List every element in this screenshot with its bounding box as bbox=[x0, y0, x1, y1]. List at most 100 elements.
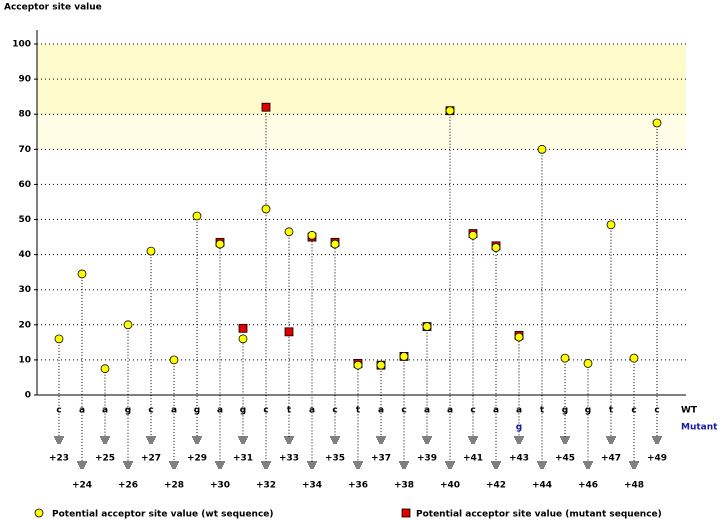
position-label: +24 bbox=[72, 481, 92, 491]
mutant-marker bbox=[238, 323, 248, 333]
wt-marker bbox=[652, 118, 662, 128]
wt-marker bbox=[192, 211, 202, 221]
wt-marker bbox=[583, 359, 593, 368]
wt-base: c bbox=[332, 406, 337, 416]
wt-marker bbox=[77, 269, 87, 279]
wt-marker bbox=[353, 360, 363, 370]
wt-marker bbox=[146, 246, 156, 256]
wt-base: g bbox=[125, 406, 131, 416]
position-label: +34 bbox=[302, 481, 322, 491]
ground-symbol bbox=[399, 461, 409, 469]
y-tick-label: 60 bbox=[18, 180, 31, 190]
ground-symbol bbox=[491, 461, 501, 469]
y-tick-label: 70 bbox=[18, 145, 31, 155]
ground-symbol bbox=[353, 461, 363, 469]
position-label: +25 bbox=[95, 454, 115, 464]
position-label: +32 bbox=[256, 481, 276, 491]
ground-symbol bbox=[192, 436, 202, 444]
ground-symbol bbox=[238, 436, 248, 444]
ground-symbol bbox=[284, 436, 294, 444]
wt-marker bbox=[123, 320, 133, 330]
position-label: +39 bbox=[417, 454, 437, 464]
position-label: +45 bbox=[555, 454, 575, 464]
mutant-row-label: Mutant bbox=[681, 423, 718, 433]
position-label: +43 bbox=[509, 454, 529, 464]
wt-marker bbox=[169, 355, 179, 365]
ground-symbol bbox=[123, 461, 133, 469]
mutant-base: g bbox=[516, 423, 522, 433]
wt-base: a bbox=[378, 406, 384, 416]
wt-base: g bbox=[562, 406, 568, 416]
position-label: +31 bbox=[233, 454, 253, 464]
wt-base: c bbox=[56, 406, 61, 416]
wt-base: g bbox=[585, 406, 591, 416]
wt-marker bbox=[537, 144, 547, 154]
wt-marker bbox=[491, 243, 501, 252]
wt-marker bbox=[330, 239, 340, 249]
wt-row-label: WT bbox=[681, 406, 698, 416]
wt-marker bbox=[238, 334, 248, 344]
position-label: +36 bbox=[348, 481, 368, 491]
wt-marker bbox=[422, 322, 432, 331]
y-tick-label: 10 bbox=[18, 355, 31, 365]
ground-symbol bbox=[77, 461, 87, 469]
ground-symbol bbox=[606, 436, 616, 444]
ground-symbol bbox=[422, 436, 432, 444]
position-label: +26 bbox=[118, 481, 138, 491]
wt-base: c bbox=[148, 406, 153, 416]
ground-symbol bbox=[537, 461, 547, 469]
wt-base: c bbox=[470, 406, 475, 416]
wt-base: a bbox=[447, 406, 453, 416]
ground-symbol bbox=[100, 436, 110, 444]
position-label: +37 bbox=[371, 454, 391, 464]
position-label: +49 bbox=[647, 454, 667, 464]
wt-marker bbox=[261, 204, 271, 214]
wt-base: t bbox=[287, 406, 292, 416]
position-label: +47 bbox=[601, 454, 621, 464]
y-tick-label: 0 bbox=[25, 391, 31, 401]
position-label: +44 bbox=[532, 481, 552, 491]
wt-base: c bbox=[401, 406, 406, 416]
ground-symbol bbox=[560, 436, 570, 444]
ground-symbol bbox=[445, 461, 455, 469]
position-label: +23 bbox=[49, 454, 69, 464]
y-tick-label: 30 bbox=[18, 285, 31, 295]
y-tick-label: 50 bbox=[18, 215, 31, 225]
position-label: +40 bbox=[440, 481, 460, 491]
mutant-marker bbox=[284, 327, 294, 337]
y-tick-label: 90 bbox=[18, 75, 31, 85]
position-label: +42 bbox=[486, 481, 506, 491]
mutant-marker bbox=[261, 102, 271, 112]
wt-base: t bbox=[356, 406, 361, 416]
ground-symbol bbox=[583, 461, 593, 469]
wt-base: a bbox=[171, 406, 177, 416]
position-label: +38 bbox=[394, 481, 414, 491]
legend-label: Potential acceptor site value (mutant se… bbox=[416, 510, 662, 520]
legend-label: Potential acceptor site value (wt sequen… bbox=[52, 510, 274, 520]
wt-marker bbox=[215, 239, 225, 249]
y-tick-label: 100 bbox=[12, 40, 31, 50]
wt-marker bbox=[284, 227, 294, 237]
ground-symbol bbox=[629, 461, 639, 469]
wt-base: a bbox=[217, 406, 223, 416]
wt-base: g bbox=[194, 406, 200, 416]
ground-symbol bbox=[215, 461, 225, 469]
position-label: +27 bbox=[141, 454, 161, 464]
ground-symbol bbox=[330, 436, 340, 444]
wt-base: a bbox=[79, 406, 85, 416]
y-tick-label: 20 bbox=[18, 320, 31, 330]
wt-marker bbox=[399, 351, 409, 361]
wt-base: a bbox=[309, 406, 315, 416]
ground-symbol bbox=[376, 436, 386, 444]
wt-marker bbox=[514, 332, 524, 342]
wt-base: c bbox=[631, 406, 636, 416]
ground-symbol bbox=[468, 436, 478, 444]
wt-base: a bbox=[424, 406, 430, 416]
ground-symbol bbox=[169, 461, 179, 469]
ground-symbol bbox=[307, 461, 317, 469]
position-label: +41 bbox=[463, 454, 483, 464]
wt-marker bbox=[100, 364, 110, 374]
wt-base: t bbox=[540, 406, 545, 416]
wt-marker bbox=[468, 230, 478, 240]
